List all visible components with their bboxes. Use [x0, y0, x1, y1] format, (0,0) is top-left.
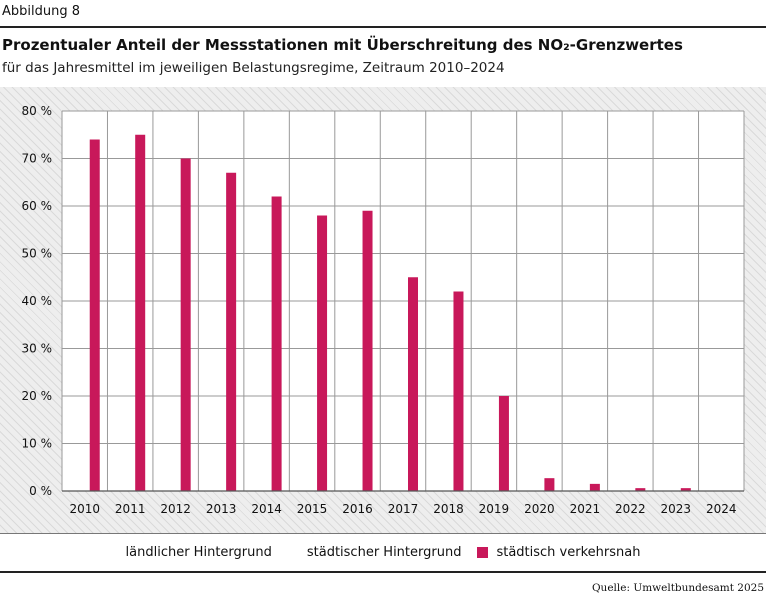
legend-item-verkehrsnah: städtisch verkehrsnah — [477, 545, 640, 560]
legend-divider — [0, 533, 766, 534]
legend-swatch-staedtischer-hintergrund — [288, 547, 299, 558]
bar-2022 — [635, 488, 646, 491]
x-tick-label: 2024 — [706, 502, 737, 516]
legend-label-laendlich: ländlicher Hintergrund — [125, 544, 272, 560]
x-tick-label: 2021 — [570, 502, 601, 516]
legend: ländlicher Hintergrund städtischer Hinte… — [0, 534, 766, 570]
x-tick-label: 2015 — [297, 502, 328, 516]
top-rule — [0, 26, 766, 28]
legend-item-staedtischer-hintergrund: städtischer Hintergrund — [288, 545, 462, 560]
bar-2021 — [589, 483, 600, 491]
x-tick-label: 2012 — [160, 502, 191, 516]
x-tick-label: 2023 — [661, 502, 692, 516]
legend-label-verkehrsnah: städtisch verkehrsnah — [496, 544, 641, 560]
bar-2010 — [89, 139, 100, 491]
y-tick-label: 30 % — [22, 342, 53, 356]
bar-chart: 0 % 10 % 20 % 30 % 40 % 50 % 60 % 70 % 80 % 2010 2… — [22, 104, 745, 516]
chart-subtitle: für das Jahresmittel im jeweiligen Belas… — [2, 60, 505, 76]
bar-2016 — [362, 210, 373, 491]
bar-2012 — [180, 158, 191, 491]
x-tick-label: 2011 — [115, 502, 146, 516]
x-tick-label: 2016 — [342, 502, 373, 516]
x-tick-label: 2017 — [388, 502, 419, 516]
legend-label-staedtischer-hintergrund: städtischer Hintergrund — [306, 544, 462, 560]
chart-title: Prozentualer Anteil der Messstationen mi… — [2, 36, 683, 54]
bar-2020 — [544, 478, 555, 491]
bottom-rule — [0, 571, 766, 573]
y-tick-label: 60 % — [22, 199, 53, 213]
figure-label: Abbildung 8 — [2, 4, 81, 19]
x-tick-label: 2013 — [206, 502, 237, 516]
bar-2013 — [226, 172, 237, 491]
y-tick-label: 0 % — [29, 484, 52, 498]
y-tick-label: 70 % — [22, 152, 53, 166]
legend-item-laendlich: ländlicher Hintergrund — [126, 545, 272, 560]
y-tick-label: 20 % — [22, 389, 53, 403]
bar-2019 — [498, 396, 509, 491]
bar-2014 — [271, 196, 282, 491]
x-tick-label: 2019 — [479, 502, 510, 516]
source-note: Quelle: Umweltbundesamt 2025 — [591, 582, 764, 594]
bar-2018 — [453, 291, 464, 491]
bar-2023 — [680, 488, 691, 491]
bar-2015 — [317, 215, 328, 491]
bar-2017 — [408, 277, 418, 491]
y-tick-label: 10 % — [22, 437, 53, 451]
x-tick-label: 2020 — [524, 502, 555, 516]
chart-panel: 0 % 10 % 20 % 30 % 40 % 50 % 60 % 70 % 80 % 2010 2… — [0, 87, 766, 534]
x-tick-label: 2018 — [433, 502, 464, 516]
y-tick-label: 50 % — [22, 247, 53, 261]
x-tick-label: 2014 — [251, 502, 282, 516]
bar-2011 — [135, 134, 146, 491]
legend-swatch-verkehrsnah — [477, 546, 489, 558]
y-tick-label: 40 % — [22, 294, 53, 308]
x-tick-label: 2022 — [615, 502, 646, 516]
x-tick-label: 2010 — [69, 502, 100, 516]
y-tick-label: 80 % — [22, 104, 53, 118]
